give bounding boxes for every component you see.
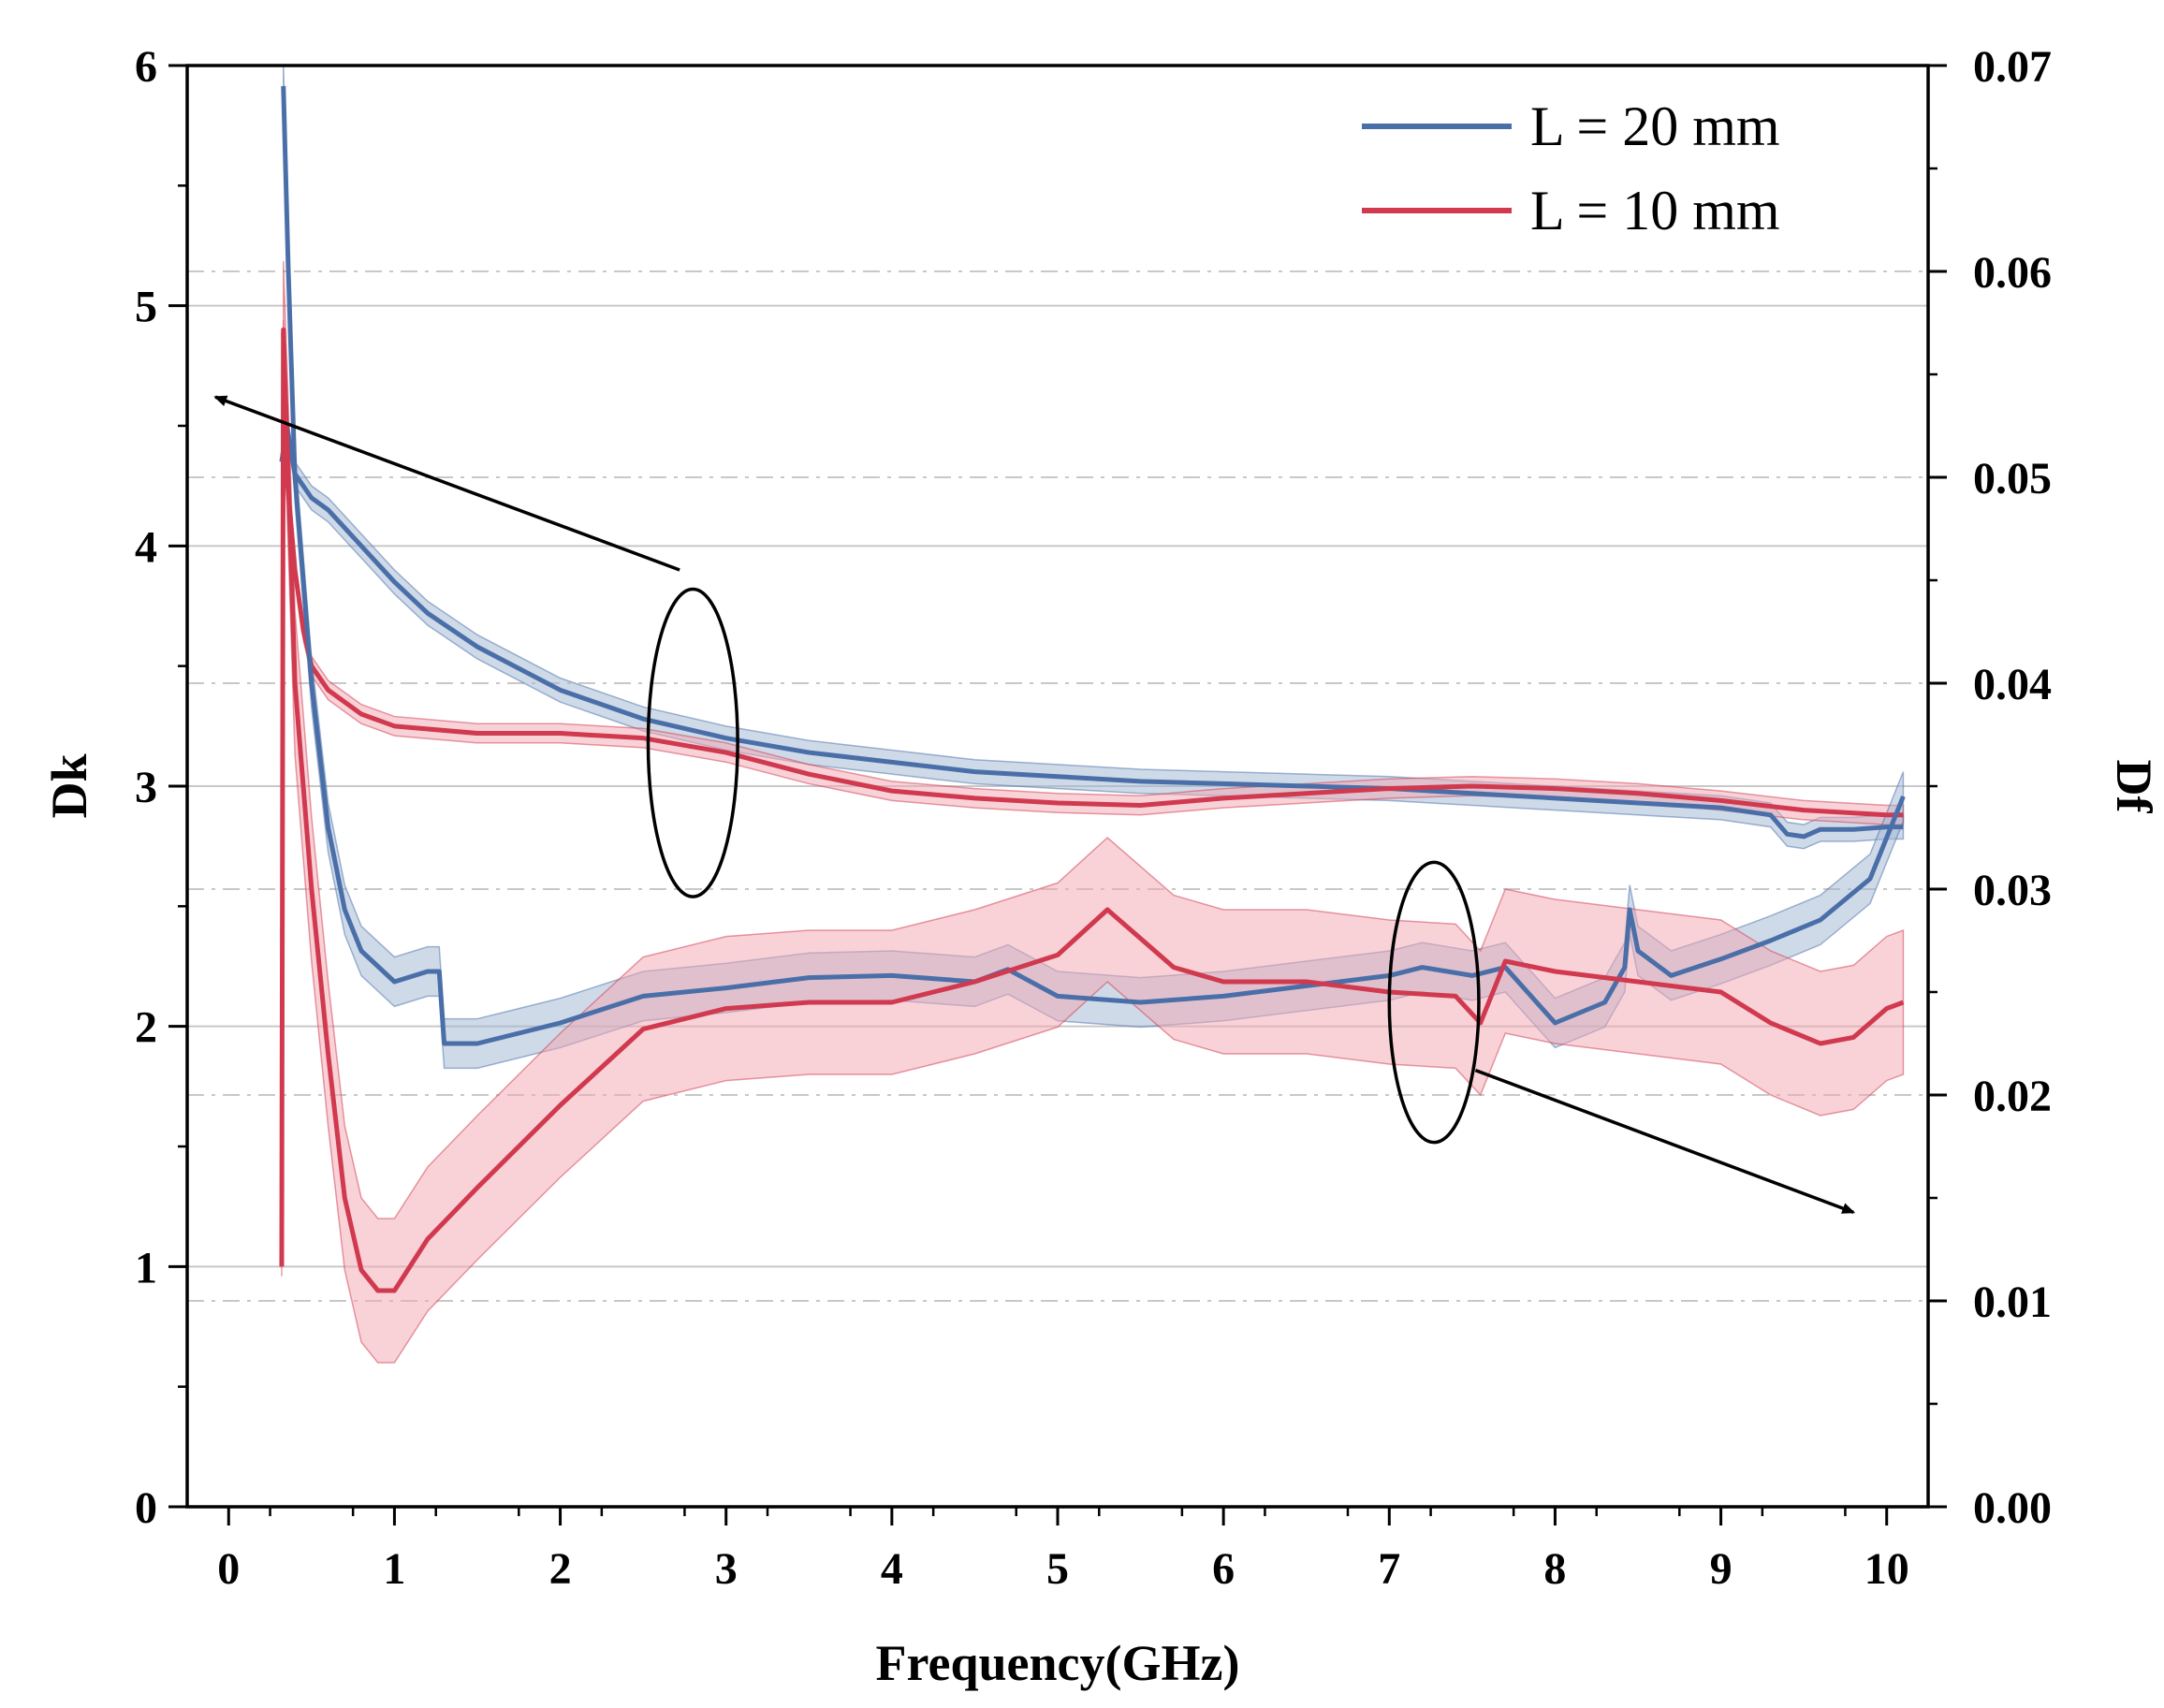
x-tick-label-10: 10: [1864, 1544, 1909, 1594]
x-tick-label-4: 4: [881, 1544, 903, 1594]
x-tick-label-8: 8: [1543, 1544, 1566, 1594]
series-dk-l-20-mm-band: [281, 414, 1905, 850]
x-tick-label-7: 7: [1378, 1544, 1400, 1594]
series-df-l-10-mm-line: [281, 332, 1905, 1293]
annotation-arrow-right: [1474, 1068, 1856, 1215]
y-right-tick-label-0.05: 0.05: [1973, 454, 2052, 504]
x-axis-title: Frequency(GHz): [876, 1635, 1240, 1691]
y-left-tick-label-0: 0: [135, 1483, 157, 1533]
y-right-axis-title: Df: [2106, 760, 2162, 814]
y-left-tick-label-3: 3: [135, 763, 157, 812]
y-right-tick-label-0.03: 0.03: [1973, 866, 2052, 915]
y-right-tick-label-0.07: 0.07: [1973, 42, 2052, 92]
annotations: [213, 395, 1856, 1215]
y-left-tick-label-6: 6: [135, 42, 157, 92]
x-tick-label-3: 3: [715, 1544, 738, 1594]
series-dk-l-20-mm-line: [279, 423, 1904, 839]
series-lines: [279, 85, 1906, 1293]
axes: 0 1 2 3 4 5 6 7 8 9 10 0 1 2 3 4 5 6 0.00 0.01 0.02 0.03 0.04 0…: [41, 42, 2162, 1691]
x-tick-label-9: 9: [1710, 1544, 1733, 1594]
annotation-ellipse-right: [1387, 860, 1481, 1145]
y-left-axis-title: Dk: [41, 753, 97, 818]
x-tick-label-1: 1: [383, 1544, 405, 1594]
series-df-l-10-mm-band: [282, 260, 1905, 1364]
y-right-tick-label-0: 0.00: [1973, 1483, 2052, 1533]
legend-l-20-mm-label: L = 20 mm: [1530, 95, 1780, 157]
series-df-l-20-mm-line: [281, 85, 1906, 1046]
y-left-tick-label-4: 4: [135, 522, 157, 572]
error-bands: [281, 66, 1905, 1364]
y-right-tick-label-0.01: 0.01: [1973, 1277, 2052, 1327]
x-tick-label-0: 0: [217, 1544, 240, 1594]
legend-l-10-mm-label: L = 10 mm: [1530, 180, 1780, 241]
series-dk-l-10-mm-band: [281, 320, 1905, 1277]
y-left-tick-label-5: 5: [135, 283, 157, 332]
x-tick-label-6: 6: [1212, 1544, 1235, 1594]
y-right-tick-label-0.04: 0.04: [1973, 660, 2052, 709]
y-left-tick-label-1: 1: [135, 1243, 157, 1292]
annotation-ellipse-left: [646, 587, 739, 898]
legend: L = 20 mm L = 10 mm: [1362, 95, 1780, 241]
y-left-tick-label-2: 2: [135, 1003, 157, 1053]
x-tick-label-2: 2: [549, 1544, 572, 1594]
annotation-arrow-left: [213, 395, 680, 572]
x-tick-label-5: 5: [1046, 1544, 1069, 1594]
y-right-tick-label-0.02: 0.02: [1973, 1072, 2052, 1121]
y-right-tick-label-0.06: 0.06: [1973, 248, 2052, 298]
